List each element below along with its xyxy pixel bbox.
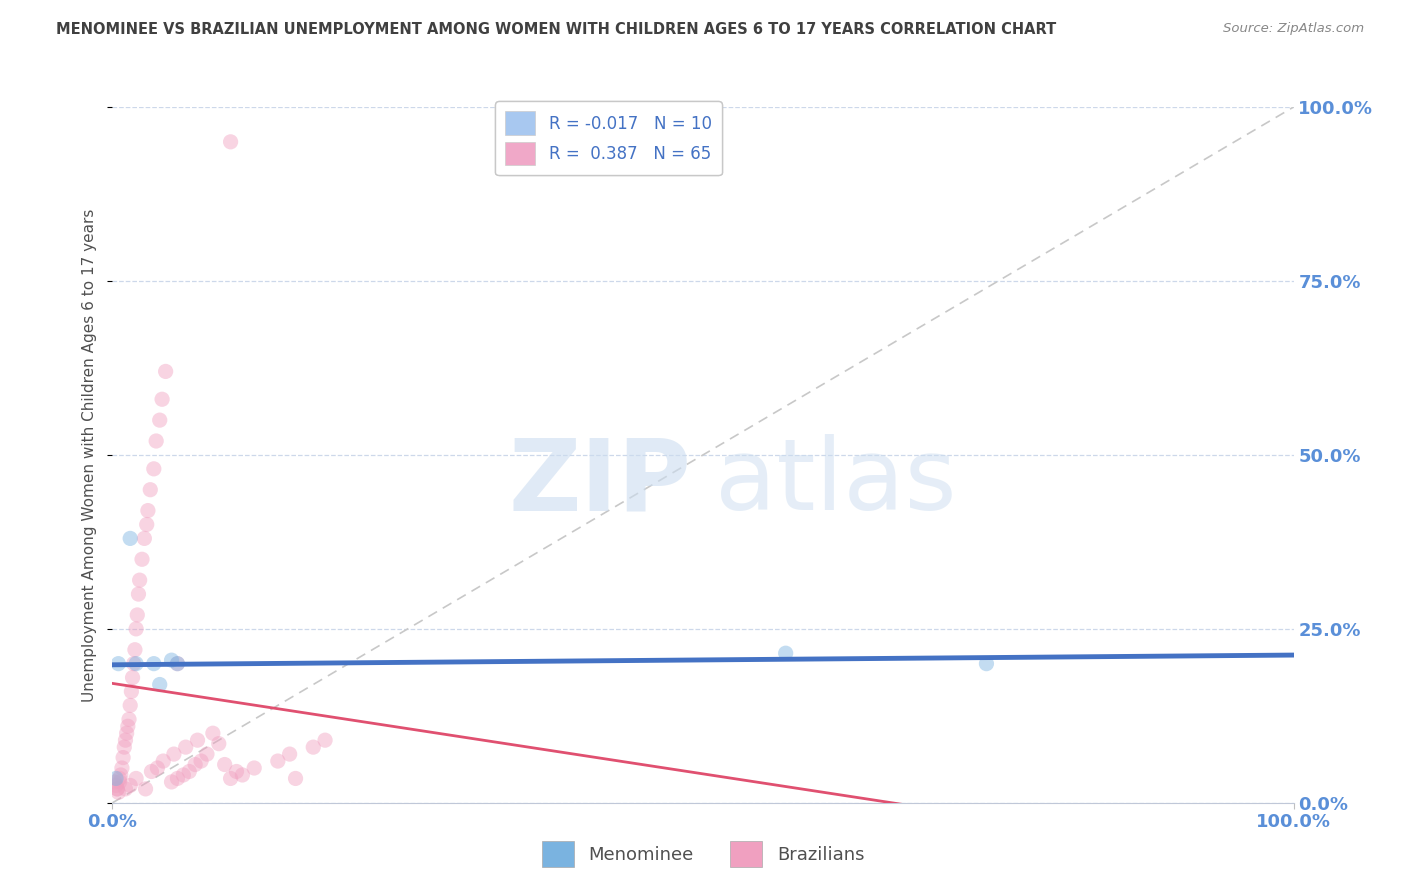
Point [284,772,307,786]
Point [172,768,194,782]
Point [108,775,131,789]
Point [201,726,224,740]
Point [166,657,188,671]
Point [105,781,128,796]
Text: atlas: atlas [714,434,956,532]
Y-axis label: Unemployment Among Women with Children Ages 6 to 17 years: Unemployment Among Women with Children A… [82,208,97,702]
Point [135,517,157,532]
Point [121,671,143,685]
Point [243,761,266,775]
Point [125,772,148,786]
Text: Source: ZipAtlas.com: Source: ZipAtlas.com [1223,22,1364,36]
Point [142,462,165,476]
Point [107,785,129,799]
Point [127,587,149,601]
Point [125,657,148,671]
Point [122,657,145,671]
Point [105,781,128,796]
Point [127,607,149,622]
Point [120,684,142,698]
Point [214,757,236,772]
Point [179,764,201,779]
Point [186,733,208,747]
Point [267,754,290,768]
Point [184,757,207,772]
Point [166,657,188,671]
Point [120,698,142,713]
Point [118,712,141,726]
Point [145,434,167,448]
Point [142,657,165,671]
Point [112,740,135,755]
Point [114,733,136,747]
Text: MENOMINEE VS BRAZILIAN UNEMPLOYMENT AMONG WOMEN WITH CHILDREN AGES 6 TO 17 YEARS: MENOMINEE VS BRAZILIAN UNEMPLOYMENT AMON… [56,22,1056,37]
Point [108,772,131,786]
Point [163,747,186,761]
Point [149,677,172,691]
Point [149,413,172,427]
Point [160,653,183,667]
Legend: Menominee, Brazilians: Menominee, Brazilians [534,834,872,874]
Point [110,768,132,782]
Point [115,726,138,740]
Point [160,775,183,789]
Text: ZIP: ZIP [509,434,692,532]
Point [105,772,128,786]
Point [114,781,136,796]
Point [128,573,150,587]
Point [174,740,197,755]
Point [219,772,242,786]
Point [139,483,162,497]
Point [219,135,242,149]
Point [104,775,127,789]
Point [141,764,163,779]
Point [225,764,247,779]
Point [302,740,325,755]
Point [120,532,142,546]
Point [136,503,159,517]
Point [150,392,173,407]
Legend: R = -0.017   N = 10, R =  0.387   N = 65: R = -0.017 N = 10, R = 0.387 N = 65 [495,102,721,176]
Point [120,778,142,792]
Point [111,761,134,775]
Point [131,552,153,566]
Point [976,657,998,671]
Point [125,622,148,636]
Point [190,754,212,768]
Point [208,737,231,751]
Point [107,657,129,671]
Point [124,642,146,657]
Point [117,719,139,733]
Point [155,364,177,378]
Point [105,778,128,792]
Point [112,750,135,764]
Point [166,772,188,786]
Point [278,747,301,761]
Point [146,761,169,775]
Point [134,532,156,546]
Point [775,646,797,660]
Point [152,754,174,768]
Point [314,733,336,747]
Point [195,747,218,761]
Point [231,768,253,782]
Point [135,781,157,796]
